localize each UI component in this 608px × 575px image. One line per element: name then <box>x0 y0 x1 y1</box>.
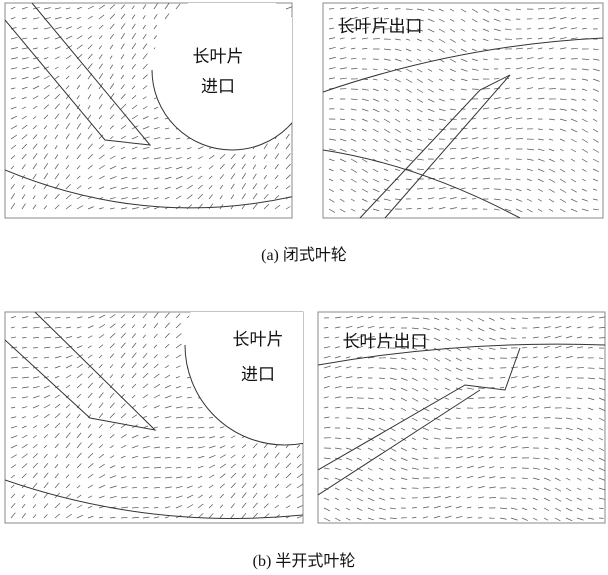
label: 长叶片 <box>233 330 284 350</box>
label: 长叶片出口 <box>343 332 428 352</box>
label: 长叶片 <box>193 47 244 67</box>
label: 长叶片出口 <box>338 17 423 37</box>
figure: 长叶片 进口 长叶片出口 (a) 闭式叶轮 长叶片 进口 长叶片出口 (b) 半… <box>0 0 608 575</box>
caption: (b) 半开式叶轮 <box>253 552 356 570</box>
label: 进口 <box>201 77 235 97</box>
caption: (a) 闭式叶轮 <box>261 246 347 264</box>
label: 进口 <box>241 365 275 385</box>
